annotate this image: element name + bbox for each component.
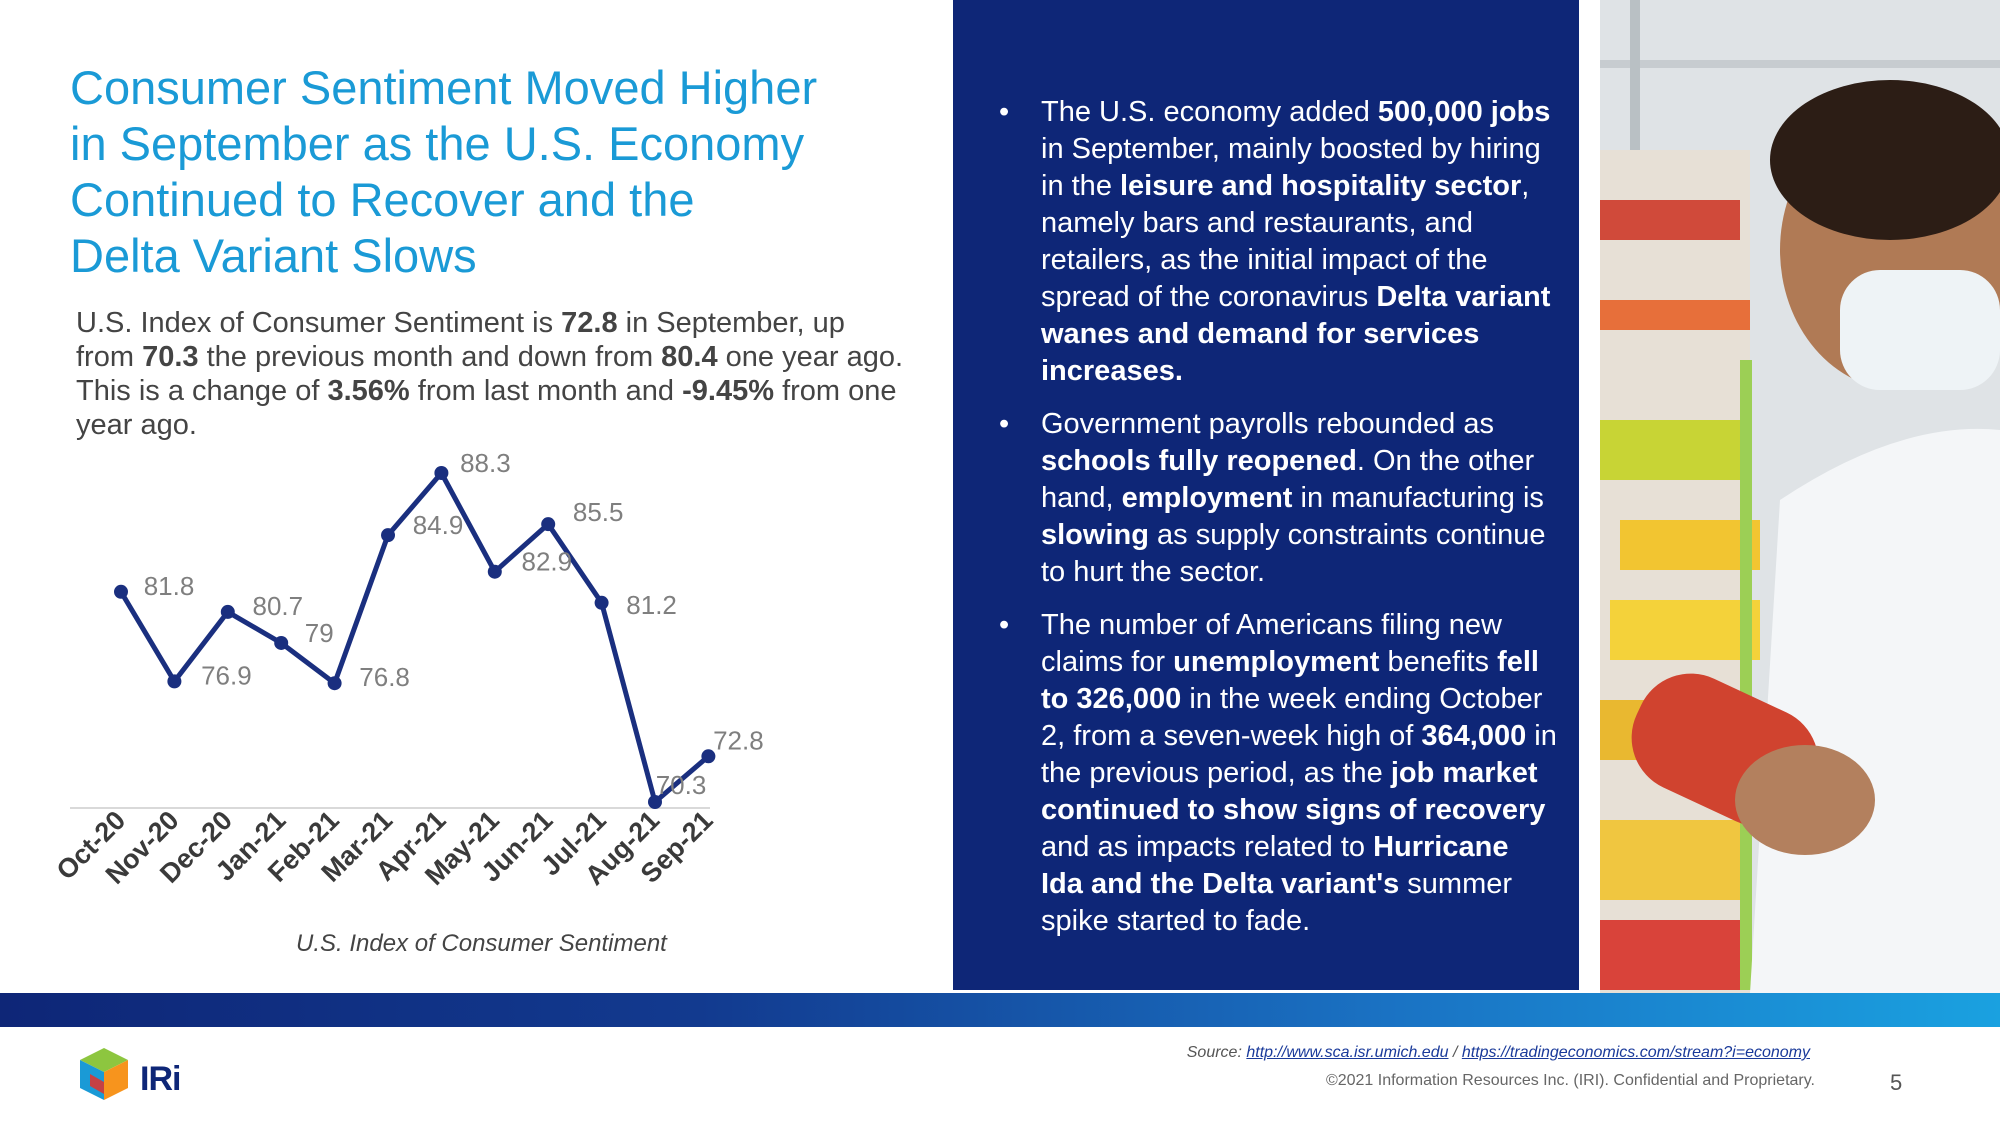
chart-caption: U.S. Index of Consumer Sentiment <box>296 930 667 957</box>
slide-title: Consumer Sentiment Moved Higher in Septe… <box>70 60 920 284</box>
sentiment-line-chart: 81.8 Oct-20 76.9 Nov-20 80.7 Dec-20 79 Jan-21 76… <box>40 440 940 980</box>
bullet-text: benefits <box>1379 646 1498 678</box>
data-label: 80.7 <box>252 591 303 621</box>
iri-logo-text: IRi <box>140 1060 181 1098</box>
data-point <box>381 528 395 543</box>
bullet-text: , namely bars and restaurants, and retai… <box>1041 170 1530 313</box>
bullet-emphasis: 500,000 jobs <box>1377 96 1551 128</box>
source-label: Source: <box>1186 1044 1247 1061</box>
source-link-tradingeconomics[interactable]: https://tradingeconomics.com/stream?i=ec… <box>1461 1044 1810 1061</box>
bullet-text: summer spike started to fade. <box>1041 868 1513 937</box>
bullet-emphasis: slowing <box>1041 519 1149 551</box>
bullet-emphasis: 364,000 <box>1421 720 1527 752</box>
title-line: Delta Variant Slows <box>70 229 477 282</box>
bullet-emphasis: job market continued to show signs of re… <box>1041 757 1546 826</box>
data-point <box>434 466 449 480</box>
source-separator: / <box>1448 1044 1462 1061</box>
bullet-text: and as impacts related to <box>1041 831 1374 863</box>
summary-text: U.S. Index of Consumer Sentiment is <box>76 307 562 339</box>
data-point <box>541 517 556 532</box>
summary-value: 80.4 <box>661 341 718 373</box>
insights-panel: The U.S. economy added 500,000 jobs in S… <box>953 0 1579 990</box>
title-line: Consumer Sentiment Moved Higher <box>70 61 818 114</box>
data-label: 85.5 <box>573 497 624 527</box>
data-point <box>327 676 342 691</box>
page-number: 5 <box>1890 1070 1903 1095</box>
title-line: Continued to Recover and the <box>70 173 695 226</box>
footer-bar <box>0 993 2000 1027</box>
summary-value: 70.3 <box>142 341 199 373</box>
bullet-text: . On the other hand, <box>1041 445 1535 514</box>
bullet-text: Government payrolls rebounded as <box>1041 408 1494 440</box>
chart-svg: 81.8Oct-2076.9Nov-2080.7Dec-2079Jan-2176… <box>51 448 764 891</box>
insight-bullet: Government payrolls rebounded as schools… <box>977 406 1557 591</box>
bullet-text: The number of Americans filing new claim… <box>1041 609 1502 678</box>
title-line: in September as the U.S. Economy <box>70 117 805 170</box>
copyright: ©2021 Information Resources Inc. (IRI). … <box>1325 1072 1815 1089</box>
bullet-emphasis: Delta variant wanes and demand for servi… <box>1041 281 1551 387</box>
data-label: 81.8 <box>144 571 195 601</box>
source-line: Source: http://www.sca.isr.umich.edu / h… <box>1187 1044 1810 1062</box>
summary-text: from last month and <box>409 375 683 407</box>
summary-value: -9.45% <box>682 375 775 407</box>
bullet-emphasis: Hurricane Ida and the Delta variant's <box>1041 831 1509 900</box>
data-point <box>701 749 716 764</box>
bullet-text: in September, mainly boosted by hiring i… <box>1041 133 1541 202</box>
bullet-text: in the previous period, as the <box>1041 720 1557 789</box>
bullet-text: as supply constraints continue to hurt t… <box>1041 519 1546 588</box>
source-link-umich[interactable]: http://www.sca.isr.umich.edu <box>1246 1044 1449 1061</box>
data-label: 76.8 <box>359 662 410 692</box>
data-point <box>220 604 235 619</box>
data-label: 70.3 <box>656 770 707 800</box>
data-label: 72.8 <box>713 725 764 755</box>
sentiment-summary: U.S. Index of Consumer Sentiment is 72.8… <box>76 306 906 442</box>
bullet-text: in manufacturing is <box>1292 482 1544 514</box>
data-point <box>648 795 662 809</box>
summary-text: from one year ago. <box>76 375 897 441</box>
data-label: 84.9 <box>413 510 464 540</box>
data-point <box>114 584 128 599</box>
summary-value: 72.8 <box>561 307 618 339</box>
bullet-emphasis: schools fully reopened <box>1041 445 1357 477</box>
bullet-text: The U.S. economy added <box>1041 96 1378 128</box>
data-point <box>594 595 609 610</box>
data-point <box>274 635 289 650</box>
data-label: 88.3 <box>460 448 511 478</box>
shopper-photo <box>1600 0 2000 993</box>
summary-value: 3.56% <box>327 375 410 407</box>
bullet-emphasis: fell to 326,000 <box>1041 646 1539 715</box>
series-line <box>118 470 711 805</box>
data-label: 81.2 <box>626 590 677 620</box>
insight-bullet: The number of Americans filing new claim… <box>977 607 1557 940</box>
data-label: 79 <box>305 618 334 648</box>
bullet-text: in the week ending October 2, from a sev… <box>1041 683 1543 752</box>
data-label: 76.9 <box>201 660 252 690</box>
data-label: 82.9 <box>521 547 572 577</box>
shopper-photo-art <box>1600 0 2000 993</box>
iri-cube-logo-icon <box>80 1048 128 1100</box>
insight-bullet: The U.S. economy added 500,000 jobs in S… <box>977 94 1557 390</box>
summary-text: one year ago. This is a change of <box>76 341 904 407</box>
summary-text: the previous month and down from <box>198 341 662 373</box>
bullet-emphasis: unemployment <box>1173 646 1380 678</box>
bullet-emphasis: employment <box>1121 482 1293 514</box>
insights-list: The U.S. economy added 500,000 jobs in S… <box>977 94 1557 956</box>
data-point <box>487 564 502 579</box>
bullet-emphasis: leisure and hospitality sector <box>1120 170 1522 202</box>
data-point <box>167 674 182 689</box>
summary-text: in September, up from <box>76 307 845 373</box>
